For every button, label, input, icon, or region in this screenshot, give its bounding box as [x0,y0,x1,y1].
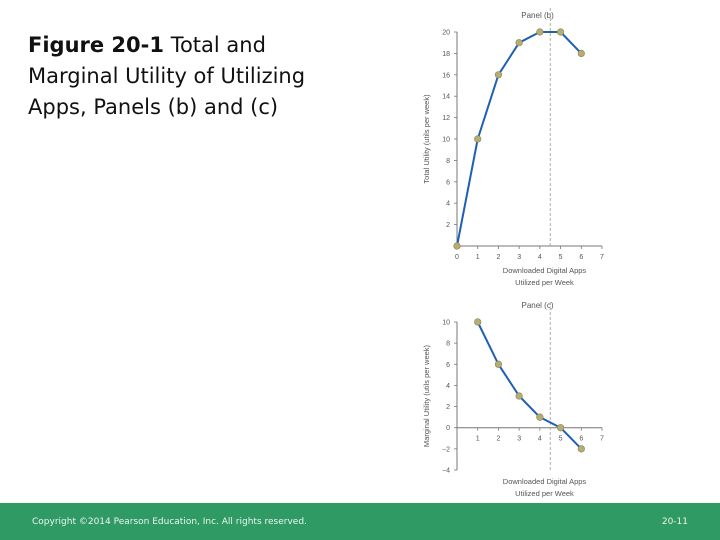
y-tick-label: 2 [446,404,450,411]
data-point [474,135,482,143]
y-axis-label: Marginal Utility (utils per week) [422,344,431,447]
x-tick-label: 4 [538,254,542,261]
x-tick-label: 7 [600,436,604,443]
page-number: 20-11 [661,517,688,527]
data-point [536,413,544,421]
y-tick-label: 20 [442,30,450,37]
x-tick-label: 7 [600,254,604,261]
y-axis-label: Total Utility (utils per week) [422,94,431,184]
x-tick-label: 0 [455,254,459,261]
x-axis-label-line2: Utilized per Week [515,278,574,287]
chart-title: Panel (b) [521,11,554,20]
y-tick-label: 10 [442,320,450,327]
x-tick-label: 6 [579,436,583,443]
series-line [476,321,583,450]
figure-caption: Total and Marginal Utility of Utilizing … [28,33,306,119]
y-tick-label: 4 [446,383,450,390]
y-tick-label: 2 [446,222,450,229]
chart-title: Panel (c) [521,301,553,310]
y-tick-label: 0 [446,425,450,432]
data-point [494,360,503,368]
data-point [536,28,544,36]
data-point [474,318,482,326]
figure-label: Figure 20-1 [28,33,164,57]
x-tick-label: 3 [517,436,521,443]
data-point [577,49,585,58]
x-tick-label: 6 [579,254,583,261]
y-tick-label: −4 [442,468,450,475]
y-tick-label: 18 [442,51,450,58]
x-tick-label: 5 [559,436,563,443]
slide-title: Figure 20-1 Total and Marginal Utility o… [28,30,358,123]
y-tick-label: 16 [442,72,450,79]
data-point [515,39,523,47]
data-point [556,424,565,432]
x-tick-label: 3 [517,254,521,261]
footer-bar: Copyright ©2014 Pearson Education, Inc. … [0,503,720,540]
y-tick-label: 14 [442,94,450,101]
y-tick-label: 12 [442,115,450,122]
x-tick-label: 5 [559,254,563,261]
x-tick-label: 4 [538,436,542,443]
y-tick-label: 6 [446,179,450,186]
data-point [556,28,565,36]
x-tick-label: 1 [476,254,480,261]
x-axis-label-line2: Utilized per Week [515,489,574,498]
data-point [577,445,585,453]
y-tick-label: 8 [446,341,450,348]
y-tick-label: 8 [446,158,450,165]
y-tick-label: −2 [442,446,450,453]
x-tick-label: 1 [476,436,480,443]
data-point [515,392,523,400]
x-tick-label: 2 [496,436,500,443]
data-point [494,71,503,79]
y-tick-label: 10 [442,137,450,144]
y-tick-label: 6 [446,362,450,369]
y-tick-label: 4 [446,201,450,208]
copyright-text: Copyright ©2014 Pearson Education, Inc. … [32,517,307,527]
data-point [453,242,461,250]
x-axis-label: Downloaded Digital Apps [503,266,587,275]
x-axis-label: Downloaded Digital Apps [503,477,587,486]
x-tick-label: 2 [496,254,500,261]
